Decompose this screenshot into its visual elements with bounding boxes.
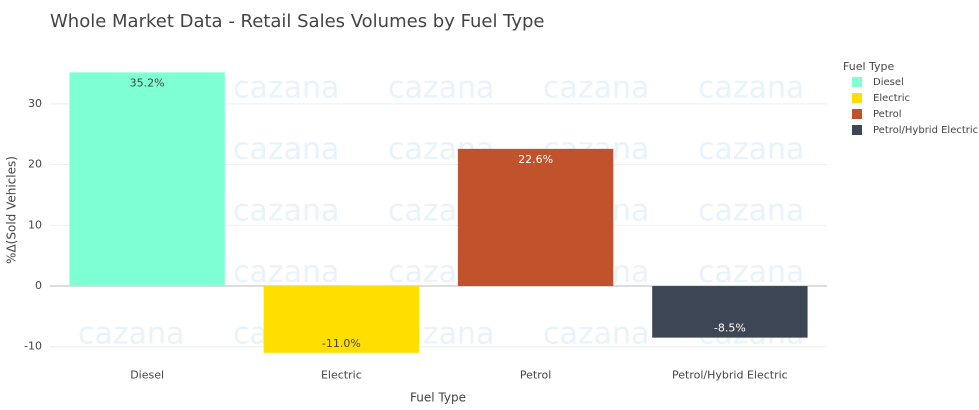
y-tick-label: 30 [28,97,42,110]
x-axis-title: Fuel Type [410,391,466,405]
bar [457,148,614,287]
legend-swatch [852,93,862,103]
watermark: cazana [543,317,649,352]
legend-label: Electric [873,93,910,104]
x-tick-label: Petrol [520,369,551,382]
legend-label: Petrol/Hybrid Electric [873,125,978,136]
value-label: 35.2% [130,76,165,89]
legend-swatch [852,109,862,119]
y-tick-label: 10 [28,218,42,231]
y-tick-label: 20 [28,158,42,171]
legend-label: Diesel [873,77,904,88]
watermark: cazana [543,71,649,106]
watermark: cazana [698,255,804,290]
bar [263,286,420,353]
legend-label: Petrol [873,109,902,120]
watermark: cazana [388,71,494,106]
value-label: -8.5% [714,322,746,335]
legend-swatch [852,125,862,135]
watermark: cazana [233,194,339,229]
watermark: cazana [78,317,184,352]
chart-title: Whole Market Data - Retail Sales Volumes… [50,11,545,32]
watermark: cazana [233,71,339,106]
y-tick-label: -10 [24,340,42,353]
watermark: cazana [233,132,339,167]
watermark: cazana [698,132,804,167]
watermark: cazana [233,255,339,290]
value-label: 22.6% [518,153,553,166]
value-label: -11.0% [322,337,361,350]
y-tick-label: 0 [35,279,42,292]
legend-title: Fuel Type [843,60,895,73]
watermark: cazana [698,194,804,229]
legend-swatch [852,77,862,87]
watermark: cazana [698,71,804,106]
bar [652,286,808,338]
x-tick-label: Diesel [130,369,164,382]
bar [69,72,225,287]
x-tick-label: Electric [321,369,362,382]
x-tick-label: Petrol/Hybrid Electric [672,369,788,382]
y-axis-title: %Δ(Sold Vehicles) [5,156,19,264]
